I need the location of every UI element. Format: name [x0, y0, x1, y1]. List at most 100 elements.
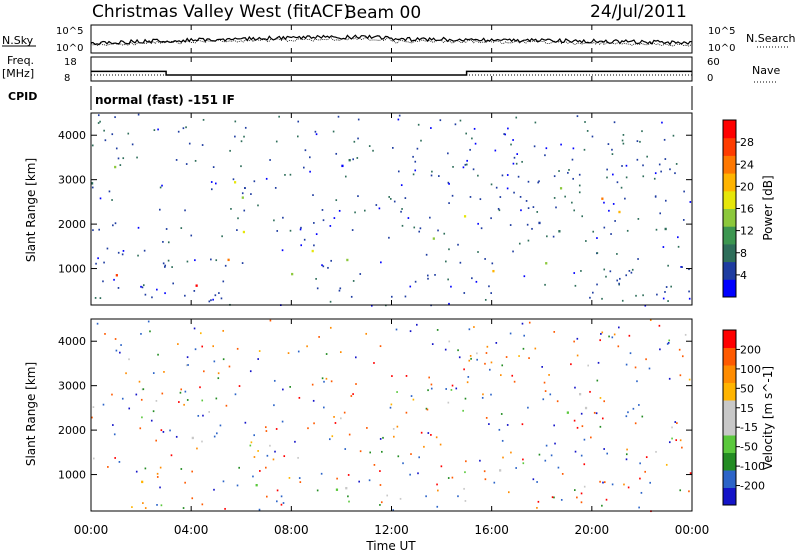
heatmap-cell [584, 121, 586, 123]
heatmap-cell [282, 216, 284, 219]
heatmap-cell [320, 472, 323, 475]
heatmap-cell [484, 362, 486, 365]
colorbar-tick-label: 12 [740, 225, 754, 238]
nsky-series [90, 34, 693, 46]
heatmap-cell [542, 398, 545, 401]
heatmap-cell [332, 130, 335, 133]
heatmap-cell [358, 480, 360, 483]
heatmap-cell [194, 259, 196, 262]
heatmap-cell [155, 399, 158, 402]
heatmap-cell [492, 269, 495, 273]
heatmap-cell [191, 436, 194, 440]
heatmap-cell [404, 197, 407, 199]
heatmap-cell [603, 481, 606, 484]
heatmap-cell [222, 358, 225, 361]
heatmap-cell [380, 261, 382, 264]
heatmap-cell [448, 182, 450, 185]
heatmap-cell [412, 155, 414, 158]
heatmap-cell [545, 262, 548, 265]
heatmap-cell [474, 142, 477, 145]
heatmap-cell [618, 282, 620, 285]
heatmap-cell [463, 292, 466, 294]
heatmap-cell [329, 225, 332, 227]
heatmap-cell [471, 137, 473, 140]
heatmap-cell [510, 451, 512, 454]
heatmap-cell [280, 495, 283, 498]
heatmap-cell [578, 191, 581, 194]
heatmap-cell [312, 194, 314, 196]
heatmap-cell [396, 425, 399, 428]
heatmap-cell [618, 283, 621, 286]
heatmap-cell [219, 424, 222, 427]
heatmap-cell [119, 164, 122, 166]
heatmap-cell [573, 489, 576, 491]
heatmap-cell [352, 158, 354, 161]
heatmap-cell [573, 209, 576, 212]
heatmap-cell [526, 223, 529, 226]
heatmap-cell [152, 372, 155, 374]
heatmap-cell [426, 408, 429, 411]
heatmap-cell [630, 271, 633, 274]
heatmap-cell [638, 404, 640, 406]
heatmap-cell [504, 133, 507, 136]
heatmap-cell [115, 349, 118, 352]
heatmap-cell [238, 466, 240, 469]
heatmap-cell [409, 330, 412, 333]
heatmap-cell [592, 230, 595, 233]
heatmap-cell [436, 329, 439, 331]
heatmap-cell [201, 503, 204, 506]
heatmap-cell [102, 403, 105, 406]
heatmap-cell [447, 152, 449, 155]
colorbar-tick-label: 4 [740, 269, 747, 282]
heatmap-cell [537, 500, 540, 503]
heatmap-cell [648, 367, 651, 370]
heatmap-cell [241, 192, 244, 195]
heatmap-cell [266, 454, 269, 457]
heatmap-cell [518, 242, 521, 245]
heatmap-cell [632, 407, 635, 410]
heatmap-cell [389, 197, 392, 200]
heatmap-cell [410, 453, 412, 455]
heatmap-cell [467, 376, 470, 378]
colorbar-swatch [723, 261, 736, 280]
heatmap-cell [538, 221, 541, 225]
heatmap-cell [113, 278, 115, 281]
heatmap-cell [596, 252, 599, 254]
heatmap-cell [330, 259, 332, 262]
colorbar-tick-label: 100 [740, 363, 761, 376]
heatmap-cell [266, 495, 268, 498]
heatmap-cell [534, 121, 537, 124]
heatmap-cell [401, 224, 404, 227]
heatmap-cell [538, 180, 540, 183]
heatmap-cell [688, 290, 690, 293]
heatmap-cell [222, 329, 225, 332]
heatmap-cell [420, 431, 423, 434]
heatmap-cell [435, 436, 438, 439]
heatmap-cell [322, 265, 325, 268]
heatmap-cell [113, 433, 116, 436]
heatmap-cell [507, 491, 510, 494]
heatmap-cell [186, 399, 189, 401]
heatmap-cell [513, 156, 516, 159]
heatmap-cell [297, 350, 300, 353]
heatmap-cell [637, 258, 639, 260]
heatmap-cell [265, 177, 268, 180]
heatmap-cell [480, 227, 483, 230]
heatmap-cell [619, 277, 621, 280]
heatmap-cell [112, 224, 114, 227]
colorbar-swatch [723, 226, 736, 245]
heatmap-cell [232, 178, 235, 181]
freq-tick-top: 18 [64, 57, 77, 68]
heatmap-cell [142, 284, 145, 287]
velocity-ylabel: Slant Range [km] [24, 362, 38, 466]
heatmap-cell [119, 351, 121, 354]
heatmap-cell [584, 406, 588, 410]
heatmap-cell [185, 126, 187, 129]
heatmap-cell [155, 439, 157, 442]
heatmap-cell [313, 222, 315, 224]
heatmap-cell [120, 344, 122, 346]
freq-series [91, 70, 692, 76]
heatmap-cell [507, 127, 509, 130]
heatmap-cell [217, 372, 220, 375]
heatmap-cell [541, 365, 543, 368]
